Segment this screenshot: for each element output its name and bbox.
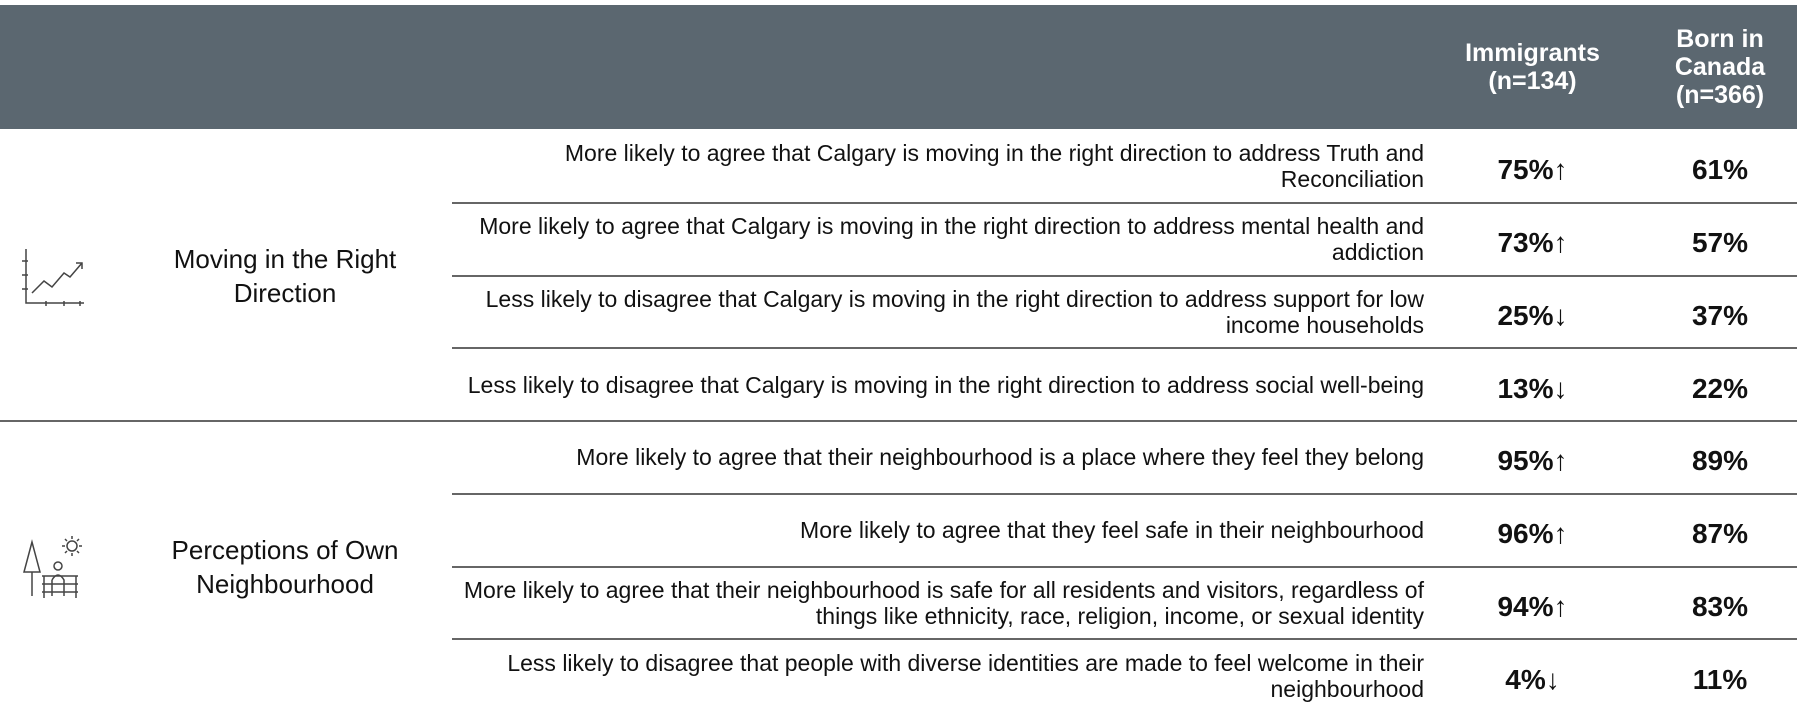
icon [22,248,84,306]
value: 96%↑ [1497,518,1568,550]
group-icon [18,532,88,602]
value: 11% [1692,663,1748,695]
statement: More likely to agree that their neighbou… [463,576,1424,629]
statement: More likely to agree that their neighbou… [576,444,1424,471]
value: 89% [1691,445,1749,477]
row-separator [452,565,1797,568]
group-separator [0,420,1797,422]
group-label: Moving in the Right Direction [173,243,397,308]
row-separator [452,201,1797,204]
value: 95%↑ [1497,445,1568,477]
column-header: Immigrants (n=134) [1465,39,1600,95]
row-separator [452,638,1797,641]
value: 94%↑ [1497,590,1568,622]
value: 57% [1691,227,1749,259]
value: 4%↓ [1505,663,1560,695]
value: 87% [1691,518,1749,550]
statement: Less likely to disagree that Calgary is … [485,285,1424,338]
statement: Less likely to disagree that Calgary is … [467,371,1424,398]
value: 13%↓ [1497,372,1568,404]
value: 73%↑ [1497,227,1568,259]
column-header: Born in Canada (n=366) [1674,25,1766,109]
statement: Less likely to disagree that people with… [507,649,1424,702]
group-icon [18,241,88,311]
icon [23,535,82,598]
value: 61% [1691,154,1749,186]
value: 37% [1691,299,1749,331]
statement: More likely to agree that Calgary is mov… [479,213,1424,266]
row-separator [452,492,1797,495]
group-label: Perceptions of Own Neighbourhood [171,534,399,599]
row-separator [452,274,1797,277]
value: 25%↓ [1497,299,1568,331]
value: 22% [1691,372,1749,404]
value: 75%↑ [1497,154,1568,186]
value: 83% [1691,590,1749,622]
statement: More likely to agree that they feel safe… [800,517,1424,544]
row-separator [452,347,1797,350]
header-bar [0,5,1797,129]
statement: More likely to agree that Calgary is mov… [564,140,1424,193]
